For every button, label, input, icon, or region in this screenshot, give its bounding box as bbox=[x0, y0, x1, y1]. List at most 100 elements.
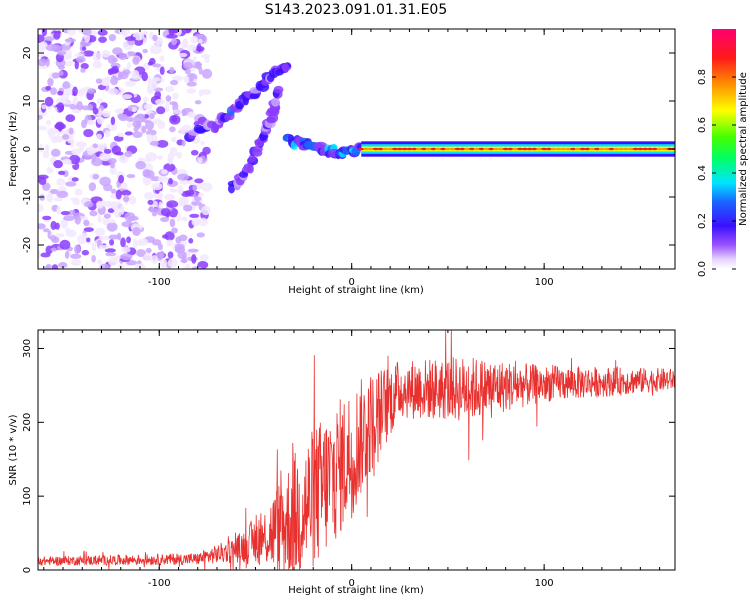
spectrogram-cell bbox=[198, 38, 203, 44]
steady-line-cell bbox=[584, 147, 591, 151]
spectrogram-cell bbox=[200, 205, 211, 216]
spectrogram-cell bbox=[83, 128, 94, 138]
steady-line-cell bbox=[406, 147, 413, 151]
snr-x-ticks: -100 0 100 bbox=[43, 330, 661, 589]
steady-line-cell bbox=[416, 147, 423, 151]
steady-line-cell bbox=[622, 147, 629, 151]
spectrogram-cell bbox=[132, 238, 138, 249]
spectrogram-cell bbox=[183, 62, 194, 70]
spectrogram-cell bbox=[103, 148, 112, 154]
spectrogram-cell bbox=[50, 220, 57, 230]
spectrogram-cell bbox=[99, 152, 112, 162]
spectrogram-cell bbox=[144, 191, 154, 200]
spectrogram-cell bbox=[171, 227, 178, 234]
spectrogram-cell bbox=[120, 237, 126, 248]
spectrogram-cell bbox=[114, 108, 125, 114]
spectrogram-cell bbox=[92, 107, 99, 115]
spectrogram-cell bbox=[64, 41, 71, 46]
spectrogram-cell bbox=[83, 227, 94, 232]
steady-line-cell bbox=[483, 147, 490, 151]
spectrogram-cell bbox=[108, 33, 117, 42]
spectrogram-cell bbox=[181, 216, 188, 222]
spectrogram-cell bbox=[45, 245, 53, 255]
spectrogram-cell bbox=[117, 264, 125, 269]
spectrogram-cell bbox=[57, 90, 64, 96]
spectrogram-cell bbox=[63, 215, 75, 222]
spectrogram-cell bbox=[87, 119, 95, 126]
steady-line-cell bbox=[430, 147, 437, 151]
steady-line-cell bbox=[531, 147, 538, 151]
spectrogram-cell bbox=[136, 113, 146, 119]
spectrogram-cell bbox=[56, 102, 65, 112]
spectrogram-cell bbox=[194, 100, 202, 105]
spectrogram-cell bbox=[87, 88, 96, 94]
colorbar-tick-label: 0.6 bbox=[697, 117, 708, 133]
spectrogram-cell bbox=[59, 239, 71, 250]
spectrogram-cell bbox=[184, 190, 195, 197]
spectrogram-cell bbox=[38, 58, 47, 67]
steady-line-cell bbox=[358, 147, 365, 151]
snr-x-tick-label: 0 bbox=[349, 578, 355, 589]
spectrogram-cell bbox=[183, 204, 193, 212]
spectrogram-cell bbox=[190, 35, 199, 44]
spectrogram-cell bbox=[169, 126, 176, 133]
spectrogram-cell bbox=[122, 195, 130, 203]
spectrogram-cell bbox=[143, 170, 155, 179]
spectrogram-cell bbox=[126, 116, 135, 122]
steady-line-cell bbox=[459, 147, 466, 151]
spectrogram-cell bbox=[197, 157, 203, 164]
spectrogram-cell bbox=[81, 232, 88, 238]
spectrogram-y-ticks: -20 -10 0 10 20 bbox=[22, 47, 675, 253]
spectrogram-cell bbox=[132, 227, 141, 236]
spectrogram-cell bbox=[181, 124, 192, 132]
figure-title: S143.2023.091.01.31.E05 bbox=[265, 2, 448, 18]
spectrogram-cell bbox=[169, 66, 175, 74]
spectrogram-cell bbox=[149, 207, 159, 213]
spectrogram-y-tick-label: 20 bbox=[22, 47, 33, 60]
spectrogram-cell bbox=[87, 148, 94, 156]
spectrogram-cell bbox=[171, 136, 177, 143]
steady-line-cell bbox=[382, 147, 389, 151]
steady-line-cell bbox=[464, 147, 471, 151]
spectrogram-cell bbox=[46, 166, 51, 174]
spectrogram-cell bbox=[91, 242, 97, 252]
spectrogram-cell bbox=[169, 146, 178, 157]
spectrogram-cell bbox=[184, 263, 191, 269]
spectrogram-cell bbox=[177, 185, 184, 195]
spectrogram-cell bbox=[51, 44, 62, 53]
spectrogram-cell bbox=[111, 65, 119, 74]
spectrogram-cell bbox=[118, 174, 125, 184]
steady-line-cell bbox=[608, 147, 615, 151]
spectrogram-cell bbox=[70, 253, 82, 259]
spectrogram-cell bbox=[142, 96, 149, 103]
spectrogram-cell bbox=[110, 188, 117, 194]
spectrogram-cell bbox=[88, 182, 97, 192]
steady-line-cell bbox=[618, 147, 625, 151]
steady-line-cell bbox=[627, 147, 634, 151]
spectrogram-x-ticks: -100 0 100 bbox=[43, 29, 661, 288]
spectrogram-cell bbox=[190, 149, 199, 156]
spectrogram-cell bbox=[121, 221, 134, 228]
steady-line-cell bbox=[396, 147, 403, 151]
snr-frame bbox=[37, 329, 676, 571]
spectrogram-cell bbox=[152, 34, 158, 42]
spectrogram-cell bbox=[98, 235, 111, 241]
spectrogram-cell bbox=[80, 63, 89, 70]
spectrogram-cell bbox=[152, 63, 161, 68]
spectrogram-cell bbox=[176, 212, 181, 222]
spectrogram-cell bbox=[155, 98, 166, 105]
spectrogram-cell bbox=[282, 63, 290, 73]
spectrogram-cell bbox=[95, 78, 103, 84]
spectrogram-cell bbox=[87, 104, 94, 111]
spectrogram-cell bbox=[81, 119, 87, 129]
spectrogram-cell bbox=[41, 29, 48, 37]
spectrogram-cell bbox=[146, 133, 154, 143]
steady-line-cell bbox=[468, 147, 475, 151]
spectrogram-cell bbox=[91, 254, 96, 263]
spectrogram-cell bbox=[96, 200, 104, 209]
spectrogram-cell bbox=[149, 112, 155, 120]
spectrogram-cell bbox=[64, 88, 74, 96]
spectrogram-cell bbox=[70, 259, 82, 266]
steady-line-cell bbox=[651, 147, 658, 151]
spectrogram-cell bbox=[50, 247, 57, 252]
